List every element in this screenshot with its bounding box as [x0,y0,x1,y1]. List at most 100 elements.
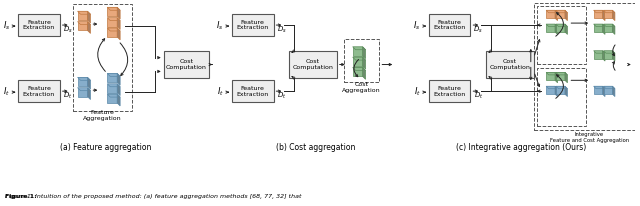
Bar [72,4,132,111]
Bar [289,51,337,78]
Bar [546,24,555,32]
Text: $I_t$: $I_t$ [413,86,420,98]
Bar [77,88,88,97]
Text: (c) Integrative aggregation (Ours): (c) Integrative aggregation (Ours) [456,143,586,152]
Text: Feature
Extraction: Feature Extraction [433,86,466,97]
Polygon shape [353,47,365,50]
Polygon shape [117,28,120,40]
Bar [353,57,363,66]
Polygon shape [117,73,120,85]
Bar [77,77,88,86]
Text: $D_t$: $D_t$ [63,91,72,101]
Bar [556,86,565,94]
Polygon shape [604,10,615,13]
Bar [18,14,60,36]
Polygon shape [604,24,615,27]
Polygon shape [602,24,605,34]
Bar [556,10,565,18]
Polygon shape [594,51,605,53]
Polygon shape [88,11,90,23]
Polygon shape [594,86,605,89]
Text: Feature
Extraction: Feature Extraction [23,86,55,97]
Polygon shape [555,24,557,34]
Text: Integrative
Feature and Cost Aggregation: Integrative Feature and Cost Aggregation [550,132,628,143]
Polygon shape [555,73,557,83]
Polygon shape [88,22,90,33]
Text: $D_s$: $D_s$ [276,25,286,35]
Text: Feature
Aggregation: Feature Aggregation [83,110,122,121]
Text: Feature
Extraction: Feature Extraction [433,20,466,30]
Text: Feature
Extraction: Feature Extraction [237,86,269,97]
Bar [556,73,565,80]
Bar [108,7,117,16]
Polygon shape [77,77,90,80]
Polygon shape [612,10,615,21]
Text: Figure 1:: Figure 1: [5,194,37,199]
Text: $D_t$: $D_t$ [474,91,483,101]
Bar [232,14,273,36]
Bar [537,6,586,63]
Polygon shape [594,24,605,27]
Text: $D_t$: $D_t$ [276,91,286,101]
Bar [18,80,60,102]
Polygon shape [353,57,365,60]
Polygon shape [565,10,568,21]
Polygon shape [604,51,615,53]
Polygon shape [612,24,615,34]
Polygon shape [117,18,120,29]
Polygon shape [108,18,120,21]
Polygon shape [604,86,615,89]
Bar [534,3,640,130]
Polygon shape [88,88,90,99]
Polygon shape [555,86,557,97]
Polygon shape [363,47,365,59]
Text: $I_s$: $I_s$ [413,20,420,32]
Polygon shape [353,68,365,70]
Text: Feature
Extraction: Feature Extraction [237,20,269,30]
Polygon shape [555,10,557,21]
Bar [546,10,555,18]
Polygon shape [117,84,120,96]
Bar [344,39,380,82]
Polygon shape [108,7,120,10]
Bar [594,24,602,32]
Text: Cost
Computation: Cost Computation [292,59,333,70]
Polygon shape [546,86,557,89]
Text: (b) Cost aggregation: (b) Cost aggregation [276,143,356,152]
Polygon shape [117,94,120,106]
Text: (a) Feature aggregation: (a) Feature aggregation [60,143,151,152]
Bar [594,10,602,18]
Bar [108,84,117,93]
Bar [108,94,117,103]
Bar [486,51,534,78]
Polygon shape [602,51,605,61]
Polygon shape [556,73,568,75]
Polygon shape [602,86,605,97]
Polygon shape [88,77,90,89]
Polygon shape [77,88,90,91]
Text: $I_s$: $I_s$ [216,20,224,32]
Polygon shape [108,84,120,87]
Bar [594,51,602,59]
Polygon shape [594,10,605,13]
Text: $I_t$: $I_t$ [3,86,10,98]
Text: Cost
Computation: Cost Computation [166,59,207,70]
Bar [556,24,565,32]
Polygon shape [602,10,605,21]
Polygon shape [556,24,568,27]
Polygon shape [363,68,365,79]
Text: Cost
Aggregation: Cost Aggregation [342,82,381,93]
Bar [594,86,602,94]
Bar [164,51,209,78]
Polygon shape [108,28,120,31]
Polygon shape [612,86,615,97]
Bar [108,18,117,27]
Text: Cost
Computation: Cost Computation [490,59,531,70]
Bar [232,80,273,102]
Bar [537,68,586,126]
Polygon shape [612,51,615,61]
Text: Feature
Extraction: Feature Extraction [23,20,55,30]
Bar [546,86,555,94]
Polygon shape [565,24,568,34]
Bar [353,68,363,76]
